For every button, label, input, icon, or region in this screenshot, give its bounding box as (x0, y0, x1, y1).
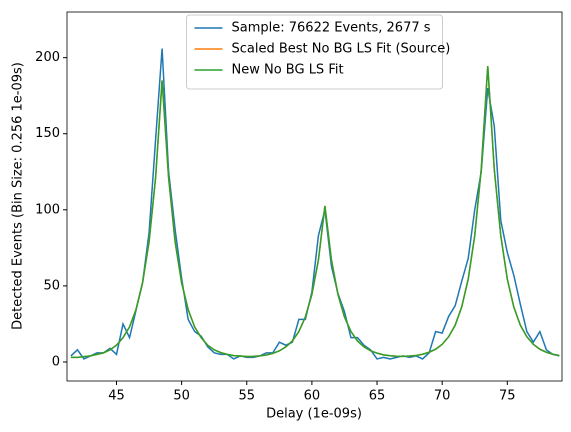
y-tick-label: 100 (35, 202, 60, 217)
x-tick-label: 45 (108, 389, 125, 404)
series-line (70, 65, 560, 359)
y-tick-label: 150 (35, 126, 60, 141)
legend-label: Scaled Best No BG LS Fit (Source) (232, 42, 451, 57)
x-tick-label: 50 (173, 389, 190, 404)
y-tick-label: 50 (43, 278, 60, 293)
x-tick-label: 75 (499, 389, 516, 404)
legend-box (186, 14, 443, 90)
plot-frame (66, 11, 563, 382)
y-axis-label: Detected Events (Bin Size: 0.256 1e-09s) (11, 62, 26, 330)
x-tick-label: 70 (434, 389, 451, 404)
x-tick-label: 60 (304, 389, 321, 404)
legend-label: Sample: 76622 Events, 2677 s (232, 21, 431, 36)
y-tick-label: 0 (52, 354, 60, 369)
series-line (70, 48, 560, 360)
x-axis-label: Delay (1e-09s) (266, 407, 362, 422)
y-tick-label: 200 (35, 50, 60, 65)
x-tick-label: 55 (238, 389, 255, 404)
x-tick-label: 65 (369, 389, 386, 404)
legend-label: New No BG LS Fit (232, 63, 344, 78)
